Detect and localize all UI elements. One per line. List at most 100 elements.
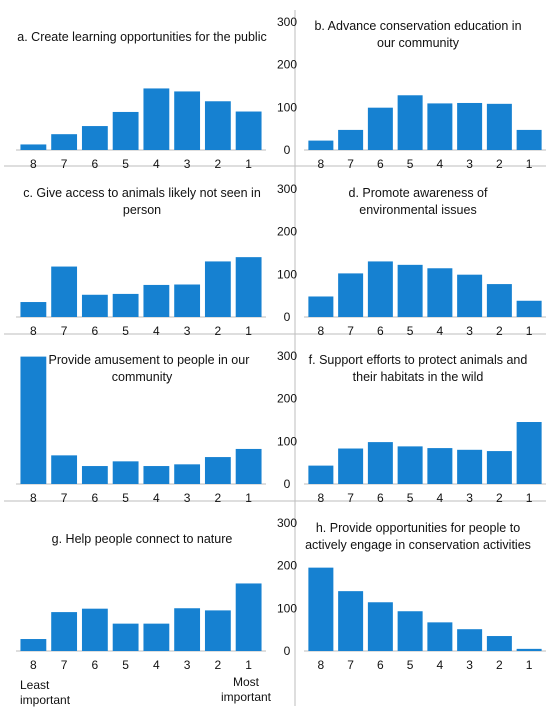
bar [427,103,453,150]
panel-title: e. Provide amusement to people in our [35,353,250,367]
x-tick-label: 1 [245,658,252,672]
bar [235,111,262,150]
bar [143,623,170,651]
x-tick-label: 1 [245,324,252,338]
panel-title: a. Create learning opportunities for the… [17,30,266,44]
x-tick-label: 7 [61,658,68,672]
bar [112,461,139,484]
x-tick-label: 3 [184,658,191,672]
least-important-label: important [20,693,71,707]
bar [174,464,201,484]
x-tick-label: 8 [318,658,325,672]
x-tick-label: 7 [347,491,354,505]
bar [486,103,512,150]
bar [143,88,170,150]
bar [51,134,78,150]
bar [338,448,364,484]
y-tick-label: 100 [277,434,297,448]
x-tick-label: 3 [466,157,473,171]
bar [81,608,108,651]
bar [112,293,139,317]
y-tick-label: 0 [284,143,291,157]
bar [457,449,483,484]
x-tick-label: 3 [466,658,473,672]
bar [516,422,542,484]
y-tick-label: 300 [277,516,297,530]
bar [235,448,262,484]
x-tick-label: 2 [215,157,222,171]
x-tick-label: 1 [245,491,252,505]
bar [204,457,231,484]
x-tick-label: 6 [92,491,99,505]
most-important-label: Most [233,675,260,689]
x-tick-label: 5 [407,324,414,338]
x-tick-label: 5 [407,658,414,672]
x-tick-label: 8 [318,324,325,338]
bar [20,144,47,150]
x-tick-label: 1 [526,157,533,171]
bar [457,274,483,317]
x-tick-label: 4 [153,491,160,505]
bar [143,284,170,317]
bar [397,264,423,317]
bar [308,140,334,150]
y-tick-label: 0 [284,310,291,324]
bar [338,273,364,317]
bar [516,300,542,317]
bar [338,591,364,651]
bar [51,455,78,484]
x-tick-label: 6 [377,491,384,505]
x-tick-label: 4 [437,157,444,171]
bar [516,648,542,651]
bar [457,102,483,150]
x-tick-label: 2 [215,658,222,672]
y-tick-label: 300 [277,349,297,363]
x-tick-label: 7 [61,324,68,338]
x-tick-label: 8 [30,658,37,672]
x-tick-label: 6 [377,658,384,672]
bar [367,107,393,150]
panel-title: f. Support efforts to protect animals an… [309,353,528,367]
bar [516,129,542,150]
x-tick-label: 6 [377,157,384,171]
x-tick-label: 5 [122,324,129,338]
y-tick-label: 300 [277,182,297,196]
x-tick-label: 4 [153,157,160,171]
x-tick-label: 8 [30,324,37,338]
bar [51,266,78,317]
bar [367,602,393,651]
bar [174,91,201,150]
bar [397,611,423,651]
x-tick-label: 1 [526,658,533,672]
bar [204,261,231,317]
bar [112,623,139,651]
x-tick-label: 3 [466,324,473,338]
panel-title: their habitats in the wild [353,370,484,384]
y-tick-label: 0 [284,477,291,491]
x-tick-label: 2 [496,658,503,672]
bar [112,111,139,150]
bar [81,294,108,317]
y-tick-label: 0 [284,644,291,658]
bar [308,465,334,484]
y-tick-label: 200 [277,392,297,406]
panel-title: community [112,370,173,384]
x-tick-label: 5 [122,491,129,505]
bar [457,629,483,651]
y-tick-label: 100 [277,601,297,615]
x-tick-label: 4 [437,491,444,505]
panel-title: environmental issues [359,203,476,217]
x-tick-label: 6 [92,157,99,171]
y-tick-label: 200 [277,225,297,239]
bar [308,567,334,651]
x-tick-label: 3 [184,324,191,338]
x-tick-label: 4 [437,658,444,672]
bar [427,622,453,651]
bar [204,101,231,150]
x-tick-label: 6 [92,324,99,338]
bar [367,442,393,484]
x-tick-label: 2 [496,324,503,338]
bar [143,466,170,484]
x-tick-label: 7 [347,658,354,672]
